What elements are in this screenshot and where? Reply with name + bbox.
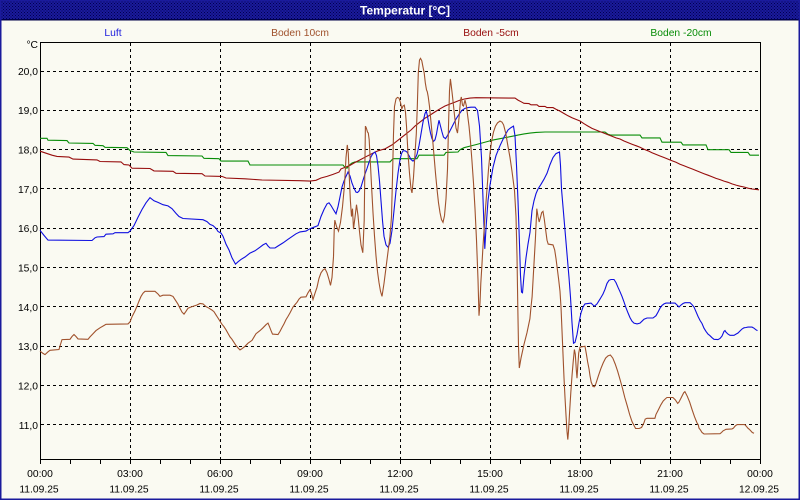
svg-text:Boden 10cm: Boden 10cm <box>271 28 329 39</box>
svg-text:06:00: 06:00 <box>207 469 233 480</box>
svg-text:16,0: 16,0 <box>18 224 38 235</box>
svg-text:15:00: 15:00 <box>477 469 503 480</box>
svg-text:12:00: 12:00 <box>387 469 413 480</box>
svg-text:11.09.25: 11.09.25 <box>19 485 59 496</box>
svg-text:17,0: 17,0 <box>18 185 38 196</box>
svg-text:12.09.25: 12.09.25 <box>739 485 779 496</box>
svg-text:13,0: 13,0 <box>18 342 38 353</box>
svg-text:Boden -20cm: Boden -20cm <box>650 28 711 39</box>
svg-text:°C: °C <box>26 40 38 51</box>
svg-text:Luft: Luft <box>104 28 121 39</box>
svg-text:Temperatur [°C]: Temperatur [°C] <box>360 4 450 18</box>
svg-text:09:00: 09:00 <box>297 469 323 480</box>
svg-text:12,0: 12,0 <box>18 382 38 393</box>
svg-text:20,0: 20,0 <box>18 67 38 78</box>
svg-text:11.09.25: 11.09.25 <box>559 485 599 496</box>
svg-text:Boden -5cm: Boden -5cm <box>463 28 519 39</box>
svg-text:19,0: 19,0 <box>18 106 38 117</box>
svg-text:21:00: 21:00 <box>657 469 683 480</box>
svg-text:11.09.25: 11.09.25 <box>469 485 509 496</box>
svg-text:11.09.25: 11.09.25 <box>289 485 329 496</box>
svg-text:00:00: 00:00 <box>27 469 53 480</box>
svg-text:00:00: 00:00 <box>747 469 773 480</box>
svg-text:03:00: 03:00 <box>117 469 143 480</box>
svg-text:11.09.25: 11.09.25 <box>649 485 689 496</box>
svg-text:15,0: 15,0 <box>18 264 38 275</box>
svg-text:11.09.25: 11.09.25 <box>199 485 239 496</box>
svg-text:11.09.25: 11.09.25 <box>379 485 419 496</box>
svg-text:14,0: 14,0 <box>18 303 38 314</box>
svg-text:11,0: 11,0 <box>19 421 39 432</box>
svg-text:18:00: 18:00 <box>567 469 593 480</box>
svg-text:18,0: 18,0 <box>18 146 38 157</box>
svg-text:11.09.25: 11.09.25 <box>109 485 149 496</box>
